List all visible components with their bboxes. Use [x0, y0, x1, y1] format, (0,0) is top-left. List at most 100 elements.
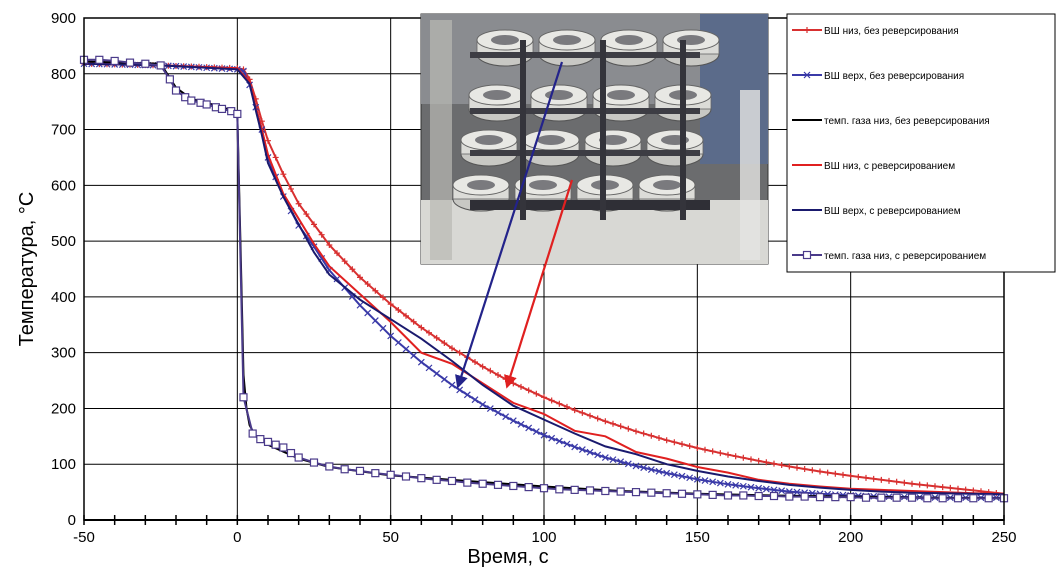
data-point	[609, 456, 617, 464]
data-point	[387, 301, 394, 308]
x-axis-title: Время, с	[467, 546, 548, 568]
data-point	[570, 485, 579, 494]
data-point	[486, 405, 494, 413]
data-point	[141, 59, 150, 68]
series-4	[83, 62, 1005, 495]
data-point	[671, 439, 678, 446]
data-point	[294, 453, 303, 462]
data-point	[755, 457, 762, 464]
data-point	[947, 484, 954, 491]
data-point	[518, 383, 524, 390]
data-point	[233, 109, 242, 119]
data-point	[502, 413, 510, 421]
data-point	[831, 493, 840, 502]
data-point	[548, 434, 556, 442]
legend-label: ВШ низ, без реверсирования	[824, 25, 959, 37]
data-point	[340, 465, 349, 474]
data-point	[625, 425, 632, 432]
data-point	[778, 462, 785, 469]
data-point	[524, 482, 533, 492]
data-point	[809, 467, 816, 474]
data-point	[732, 453, 739, 460]
data-point	[295, 200, 302, 207]
data-point	[892, 493, 901, 502]
data-point	[955, 485, 961, 492]
data-point	[471, 396, 479, 404]
data-point	[371, 317, 379, 325]
data-point	[648, 432, 655, 439]
data-point	[448, 381, 456, 389]
data-point	[748, 456, 754, 463]
legend-item: темп. газа низ, без реверсирования	[792, 115, 990, 127]
series-5	[83, 62, 1005, 496]
data-point	[571, 443, 579, 451]
data-point	[386, 470, 395, 479]
data-point	[394, 339, 402, 346]
legend-label: темп. газа низ, с реверсированием	[824, 251, 986, 262]
data-point	[663, 469, 671, 477]
data-point	[509, 481, 518, 491]
data-point	[786, 463, 793, 470]
data-point	[724, 480, 732, 488]
data-point	[286, 448, 296, 458]
data-point	[923, 494, 932, 503]
data-point	[709, 478, 717, 486]
data-point	[165, 75, 174, 84]
x-tick-label: -50	[73, 529, 95, 546]
data-point	[840, 471, 846, 478]
data-point	[686, 474, 694, 482]
data-point	[755, 484, 763, 492]
y-tick-label: 100	[51, 456, 76, 473]
data-point	[272, 154, 279, 161]
gear-hole	[483, 90, 511, 100]
arrow	[455, 61, 564, 389]
data-point	[778, 487, 786, 495]
data-point	[288, 185, 294, 192]
data-point	[417, 358, 425, 366]
data-point	[426, 329, 432, 336]
data-point	[364, 309, 372, 317]
data-point	[280, 171, 287, 178]
data-point	[187, 96, 196, 105]
inset-photo	[420, 13, 769, 265]
data-point	[632, 462, 640, 470]
data-point	[95, 55, 104, 64]
data-point	[938, 494, 947, 503]
data-point	[984, 494, 993, 503]
data-point	[456, 349, 463, 356]
data-point	[686, 443, 693, 450]
data-point	[401, 472, 411, 481]
gear-hole	[537, 135, 565, 145]
data-point	[953, 494, 963, 503]
data-point	[702, 446, 708, 453]
data-point	[693, 475, 701, 483]
data-point	[793, 488, 801, 496]
x-tick-label: 200	[838, 529, 863, 546]
data-point	[271, 440, 280, 449]
data-point	[832, 470, 839, 477]
data-point	[449, 345, 455, 352]
data-point	[769, 491, 779, 501]
data-point	[610, 420, 616, 427]
data-point	[309, 458, 319, 467]
data-point	[863, 474, 869, 481]
data-point	[425, 364, 433, 372]
data-point	[694, 445, 701, 452]
data-point	[870, 475, 877, 482]
data-point	[594, 415, 601, 422]
data-point	[555, 485, 564, 494]
data-point	[678, 472, 686, 480]
x-tick-label: 250	[991, 529, 1016, 546]
data-point	[739, 482, 747, 490]
legend-label: ВШ низ, с реверсированием	[824, 161, 955, 172]
data-point	[663, 437, 670, 444]
data-point	[410, 318, 417, 325]
data-point	[371, 469, 380, 478]
data-point	[677, 489, 687, 498]
data-point	[495, 371, 501, 378]
legend-item: темп. газа низ, с реверсированием	[792, 250, 986, 262]
data-point	[656, 435, 662, 442]
legend-item: ВШ низ, с реверсированием	[792, 161, 955, 172]
data-point	[878, 476, 885, 483]
